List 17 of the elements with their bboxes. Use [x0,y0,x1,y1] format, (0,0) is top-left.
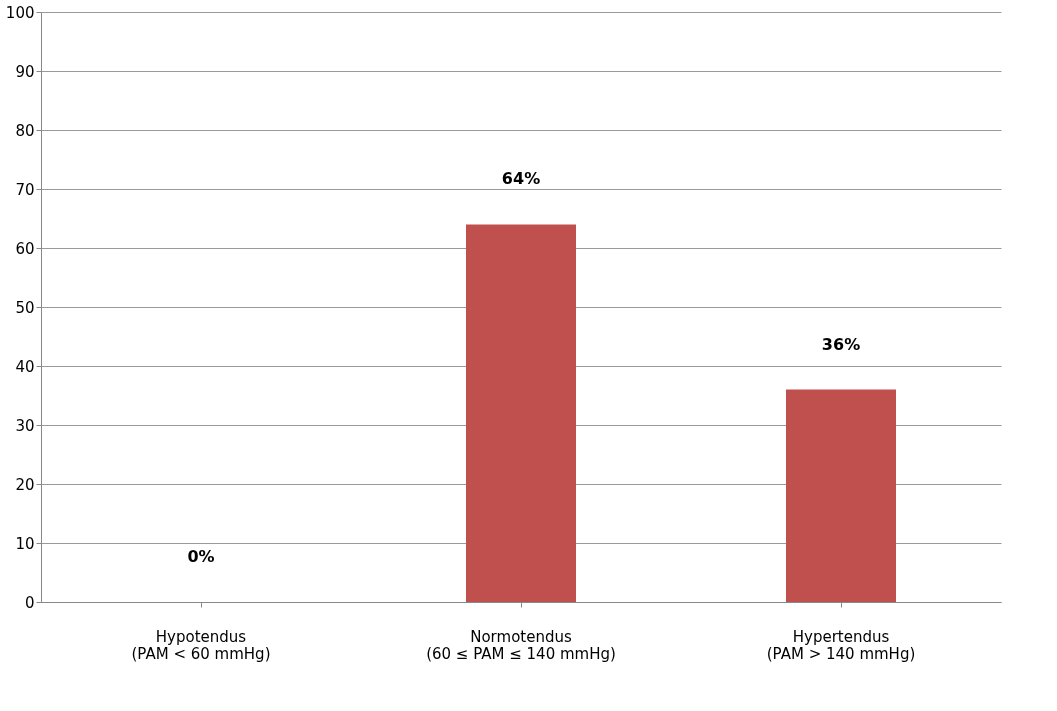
x-tick-label: Hypertendus (PAM > 140 mmHg) [766,627,916,663]
y-tick-label: 90 [15,62,35,81]
y-tick-label: 50 [15,298,35,317]
data-label: 64% [501,169,541,189]
y-tick-label: 80 [15,121,35,140]
data-label: 0% [187,547,215,566]
y-tick-label: 40 [15,357,35,376]
y-tick-label: 20 [15,475,35,494]
y-tick-label: 70 [15,180,35,199]
y-tick-label: 0 [24,593,35,612]
y-tick-label: 60 [15,239,35,258]
y-tick-label: 10 [15,534,35,553]
x-tick-label: Hypotendus (PAM < 60 mmHg) [131,627,271,663]
y-tick-label: 30 [15,416,35,435]
data-label: 36% [821,334,861,354]
y-tick-label: 100 [5,3,35,22]
x-tick-label: Normotendus (60 ≤ PAM ≤ 140 mmHg) [426,627,616,663]
